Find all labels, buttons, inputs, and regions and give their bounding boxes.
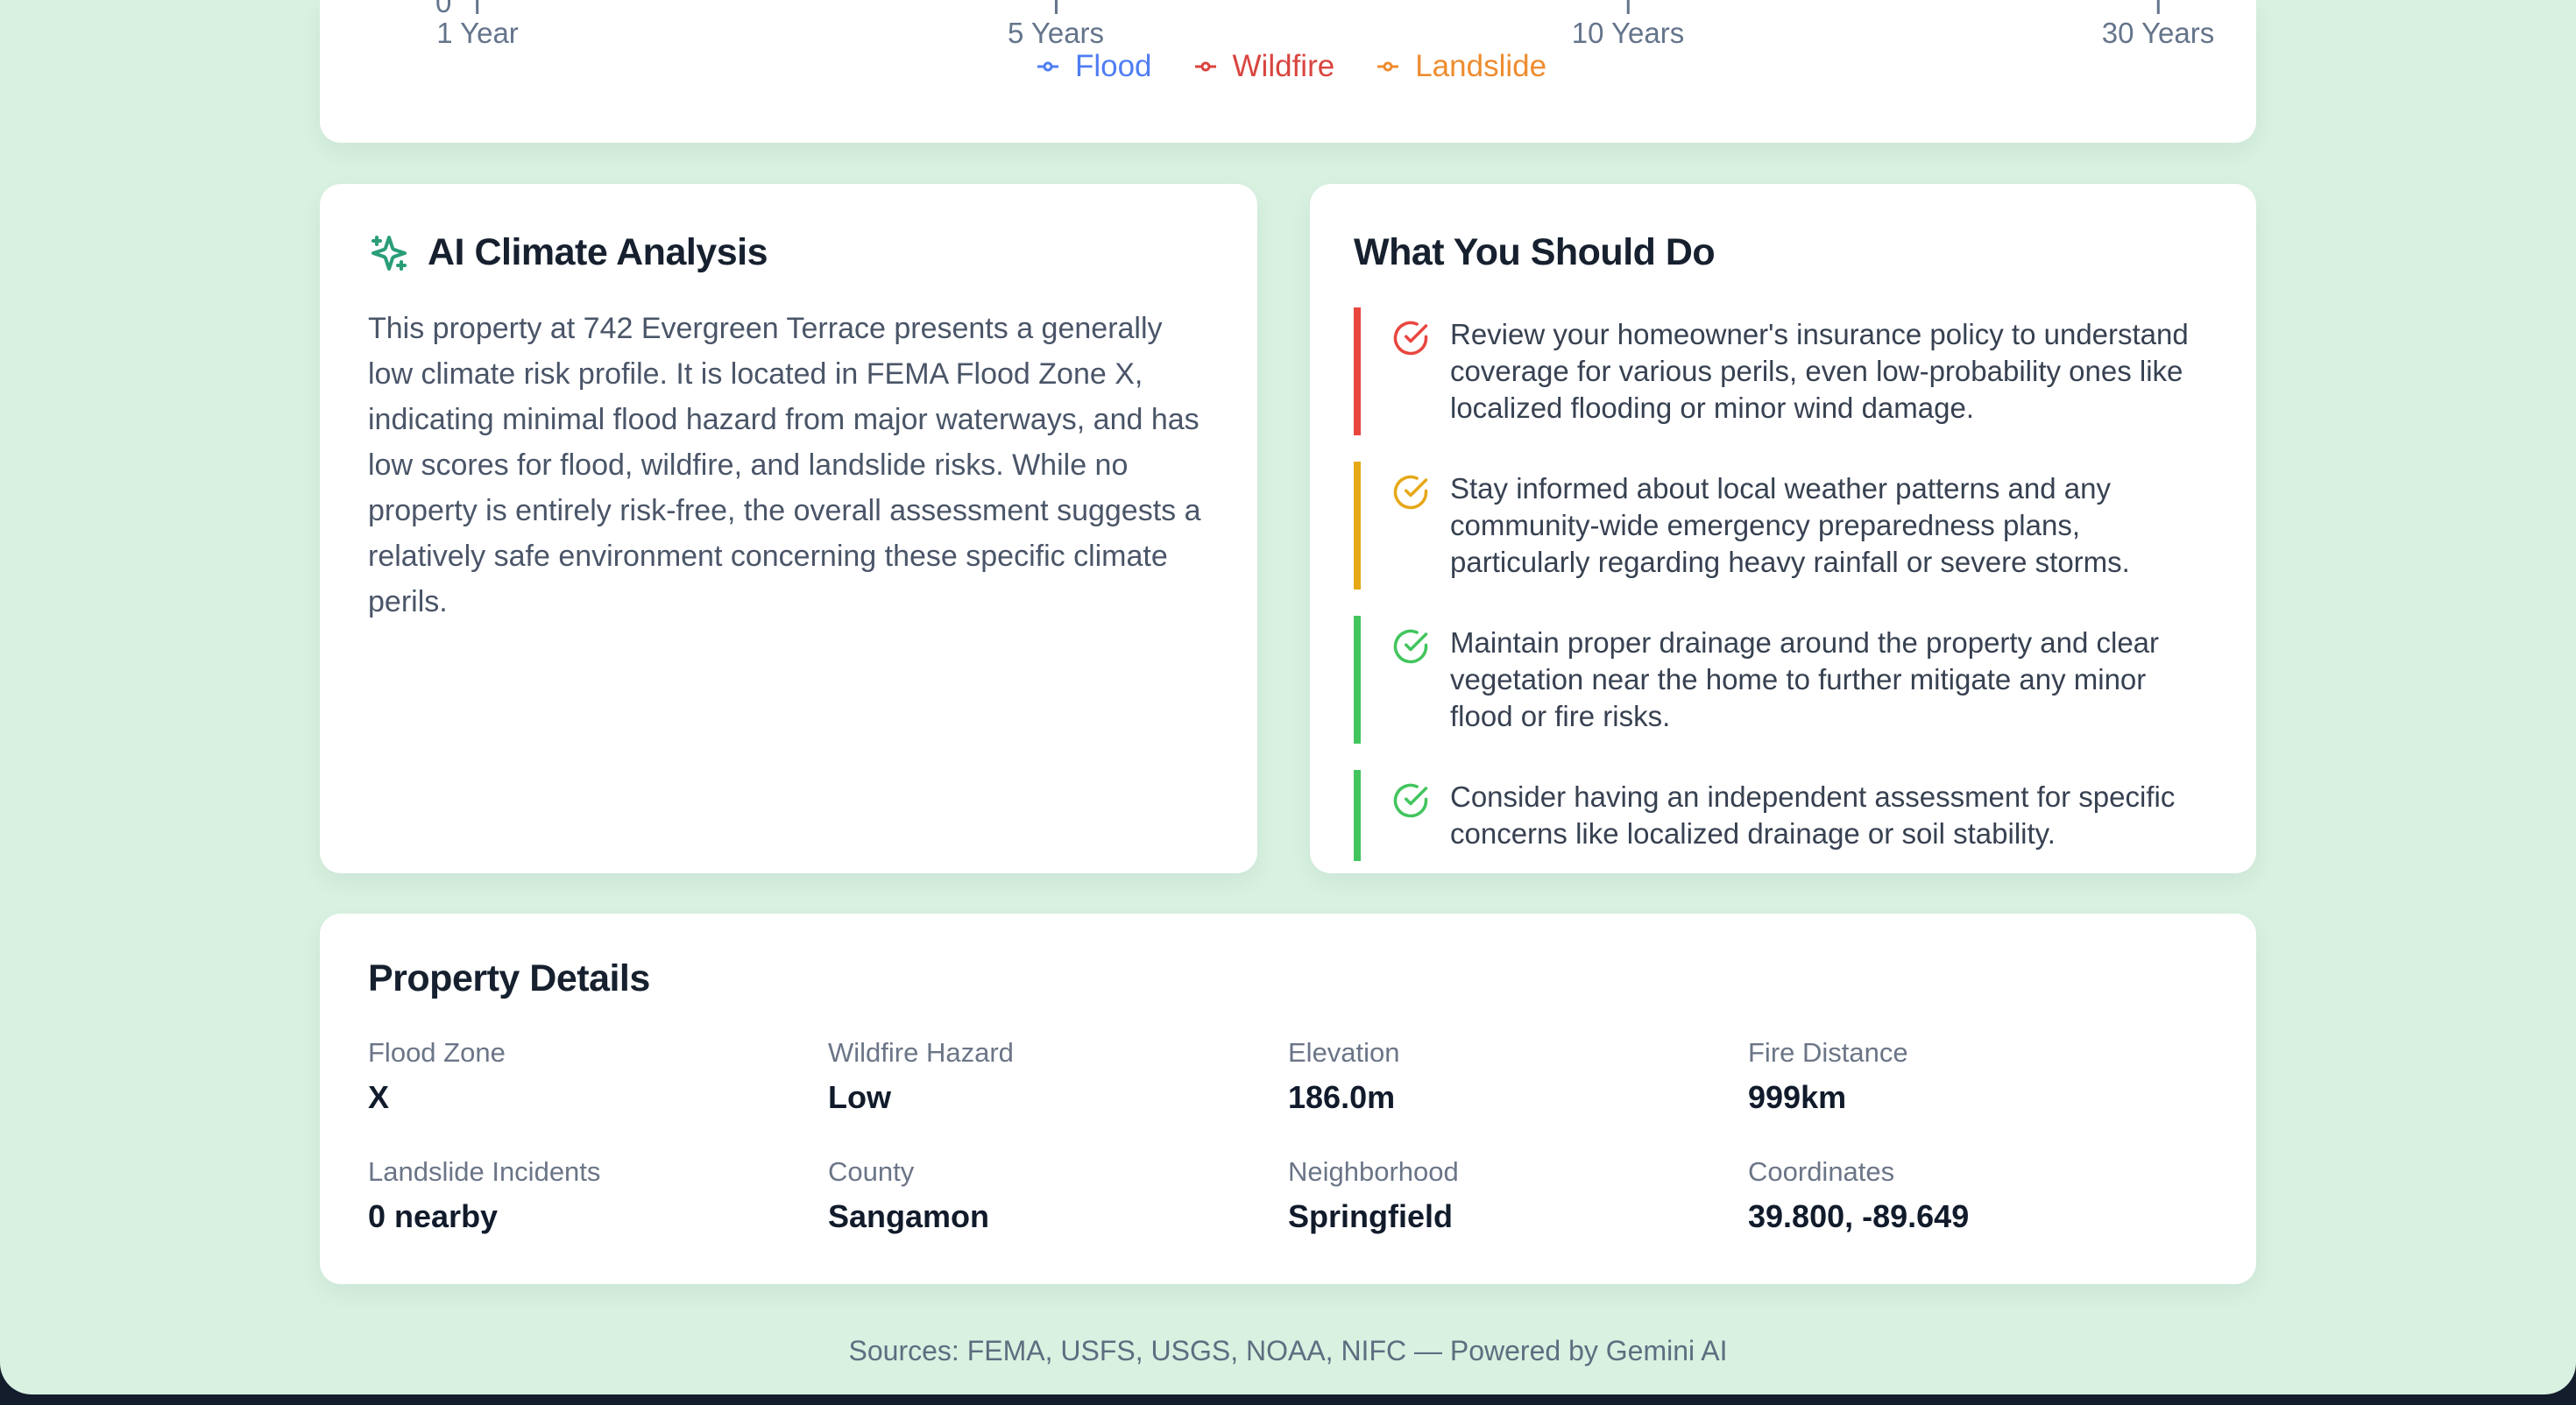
- property-field-label: Coordinates: [1748, 1156, 1895, 1187]
- property-field-value: Sangamon: [828, 1198, 990, 1234]
- tick-mark: [1626, 0, 1630, 14]
- property-field-label: Flood Zone: [368, 1037, 506, 1068]
- property-field-value: Low: [828, 1079, 891, 1115]
- recommendation-text: Consider having an independent assessmen…: [1450, 780, 2176, 850]
- recommendation-item: Consider having an independent assessmen…: [1354, 770, 2212, 861]
- recommendation-item: Stay informed about local weather patter…: [1354, 462, 2212, 590]
- x-axis-tick: 5 Years: [1008, 0, 1104, 50]
- property-details-card: Property Details Flood Zone X Wildfire Haz…: [320, 914, 2256, 1284]
- chart-legend: Flood Wildfire Landslide: [320, 49, 2256, 84]
- property-field: County Sangamon: [828, 1156, 1288, 1235]
- x-axis-tick-label: 10 Years: [1571, 17, 1685, 49]
- property-field-label: County: [828, 1156, 915, 1187]
- property-field: Elevation 186.0m: [1288, 1037, 1748, 1116]
- tick-mark: [1054, 0, 1058, 14]
- risk-timeline-chart-card: 0 1 Year 5 Years 10 Years 30 Years Flood Wil…: [320, 0, 2256, 143]
- property-field-value: 999km: [1748, 1079, 1847, 1115]
- property-field: Neighborhood Springfield: [1288, 1156, 1748, 1235]
- property-field-value: 186.0m: [1288, 1079, 1396, 1115]
- property-field: Fire Distance 999km: [1748, 1037, 2208, 1116]
- sparkles-icon: [368, 232, 410, 274]
- recommendation-item: Maintain proper drainage around the prop…: [1354, 616, 2212, 744]
- property-field-value: 39.800, -89.649: [1748, 1198, 1970, 1234]
- legend-item-wildfire[interactable]: Wildfire: [1187, 49, 1335, 84]
- x-axis-tick-label: 30 Years: [2101, 17, 2215, 49]
- x-axis-tick: 10 Years: [1572, 0, 1684, 50]
- property-details-grid: Flood Zone X Wildfire Hazard Low Elevation 18…: [368, 1037, 2208, 1235]
- line-marker-icon: [1194, 61, 1216, 72]
- x-axis-tick: 1 Year: [436, 0, 519, 50]
- property-field: Wildfire Hazard Low: [828, 1037, 1288, 1116]
- property-field-label: Fire Distance: [1748, 1037, 1908, 1068]
- recommendation-text: Maintain proper drainage around the prop…: [1450, 626, 2160, 732]
- y-axis-zero-tick-label: 0: [435, 0, 452, 18]
- ai-analysis-title: AI Climate Analysis: [428, 231, 768, 273]
- property-field-value: 0 nearby: [368, 1198, 499, 1234]
- check-circle-icon: [1392, 628, 1429, 665]
- property-field-label: Wildfire Hazard: [828, 1037, 1014, 1068]
- property-field-value: Springfield: [1288, 1198, 1453, 1234]
- recommendation-text: Review your homeowner's insurance policy…: [1450, 318, 2189, 424]
- recommendations-title: What You Should Do: [1354, 231, 1716, 273]
- property-field: Flood Zone X: [368, 1037, 828, 1116]
- property-field: Coordinates 39.800, -89.649: [1748, 1156, 2208, 1235]
- x-axis-tick-label: 1 Year: [436, 17, 519, 49]
- property-field-label: Elevation: [1288, 1037, 1400, 1068]
- property-field: Landslide Incidents 0 nearby: [368, 1156, 828, 1235]
- legend-label: Flood: [1074, 49, 1152, 83]
- recommendations-list: Review your homeowner's insurance policy…: [1354, 307, 2212, 861]
- property-details-title: Property Details: [368, 957, 650, 999]
- recommendation-item: Review your homeowner's insurance policy…: [1354, 307, 2212, 435]
- property-field-value: X: [368, 1079, 390, 1115]
- check-circle-icon: [1392, 474, 1429, 511]
- line-marker-icon: [1377, 61, 1399, 72]
- x-axis-tick: 30 Years: [2102, 0, 2214, 50]
- line-marker-icon: [1037, 61, 1058, 72]
- legend-item-flood[interactable]: Flood: [1030, 49, 1152, 84]
- tick-mark: [476, 0, 479, 14]
- sources-footer: Sources: FEMA, USFS, USGS, NOAA, NIFC — …: [848, 1335, 1728, 1366]
- property-field-label: Landslide Incidents: [368, 1156, 601, 1187]
- recommendations-card: What You Should Do Review your homeowner…: [1310, 184, 2256, 873]
- legend-item-landslide[interactable]: Landslide: [1369, 49, 1546, 84]
- legend-label: Wildfire: [1232, 49, 1335, 83]
- check-circle-icon: [1392, 782, 1429, 819]
- legend-label: Landslide: [1415, 49, 1547, 83]
- recommendation-text: Stay informed about local weather patter…: [1450, 472, 2130, 578]
- ai-analysis-body: This property at 742 Evergreen Terrace p…: [368, 312, 1201, 618]
- x-axis-tick-label: 5 Years: [1007, 17, 1105, 49]
- check-circle-icon: [1392, 320, 1429, 357]
- tick-mark: [2156, 0, 2160, 14]
- property-field-label: Neighborhood: [1288, 1156, 1459, 1187]
- ai-climate-analysis-card: AI Climate Analysis This property at 742…: [320, 184, 1257, 873]
